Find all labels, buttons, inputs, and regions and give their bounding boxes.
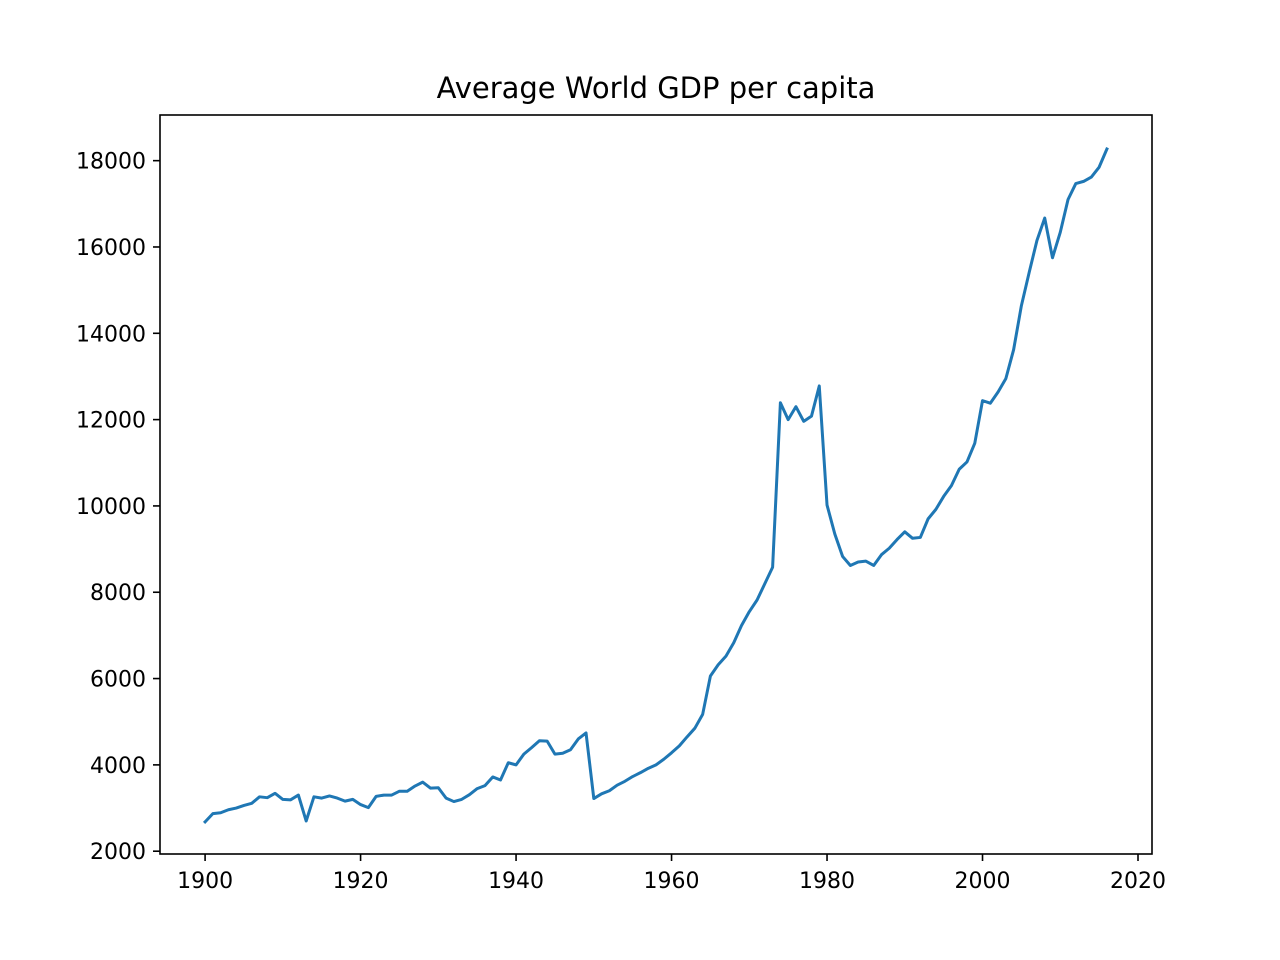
series-layer (202, 147, 1109, 824)
x-tick-label: 1900 (177, 869, 233, 894)
y-tick-label: 18000 (76, 150, 146, 175)
x-tick-label: 1920 (333, 869, 389, 894)
y-tick-label: 12000 (76, 409, 146, 434)
y-tick-label: 4000 (90, 754, 146, 779)
y-tick-label: 6000 (90, 668, 146, 693)
x-axis: 1900 1920 1940 1960 1980 2000 2020 (177, 854, 1166, 894)
plot-area-frame (159, 114, 1153, 855)
x-tick-label: 2020 (1110, 869, 1166, 894)
chart-title: Average World GDP per capita (437, 71, 876, 105)
y-tick-label: 14000 (76, 322, 146, 347)
y-tick-label: 16000 (76, 236, 146, 261)
x-tick-label: 1940 (488, 869, 544, 894)
x-tick-label: 1980 (799, 869, 855, 894)
y-tick-label: 10000 (76, 495, 146, 520)
y-tick-label: 2000 (90, 840, 146, 865)
x-tick-label: 2000 (955, 869, 1011, 894)
x-tick-label: 1960 (644, 869, 700, 894)
gdp-series-line (202, 147, 1109, 824)
y-axis: 2000 4000 6000 8000 10000 12000 14000 16000 1800… (76, 150, 160, 865)
y-tick-label: 8000 (90, 581, 146, 606)
